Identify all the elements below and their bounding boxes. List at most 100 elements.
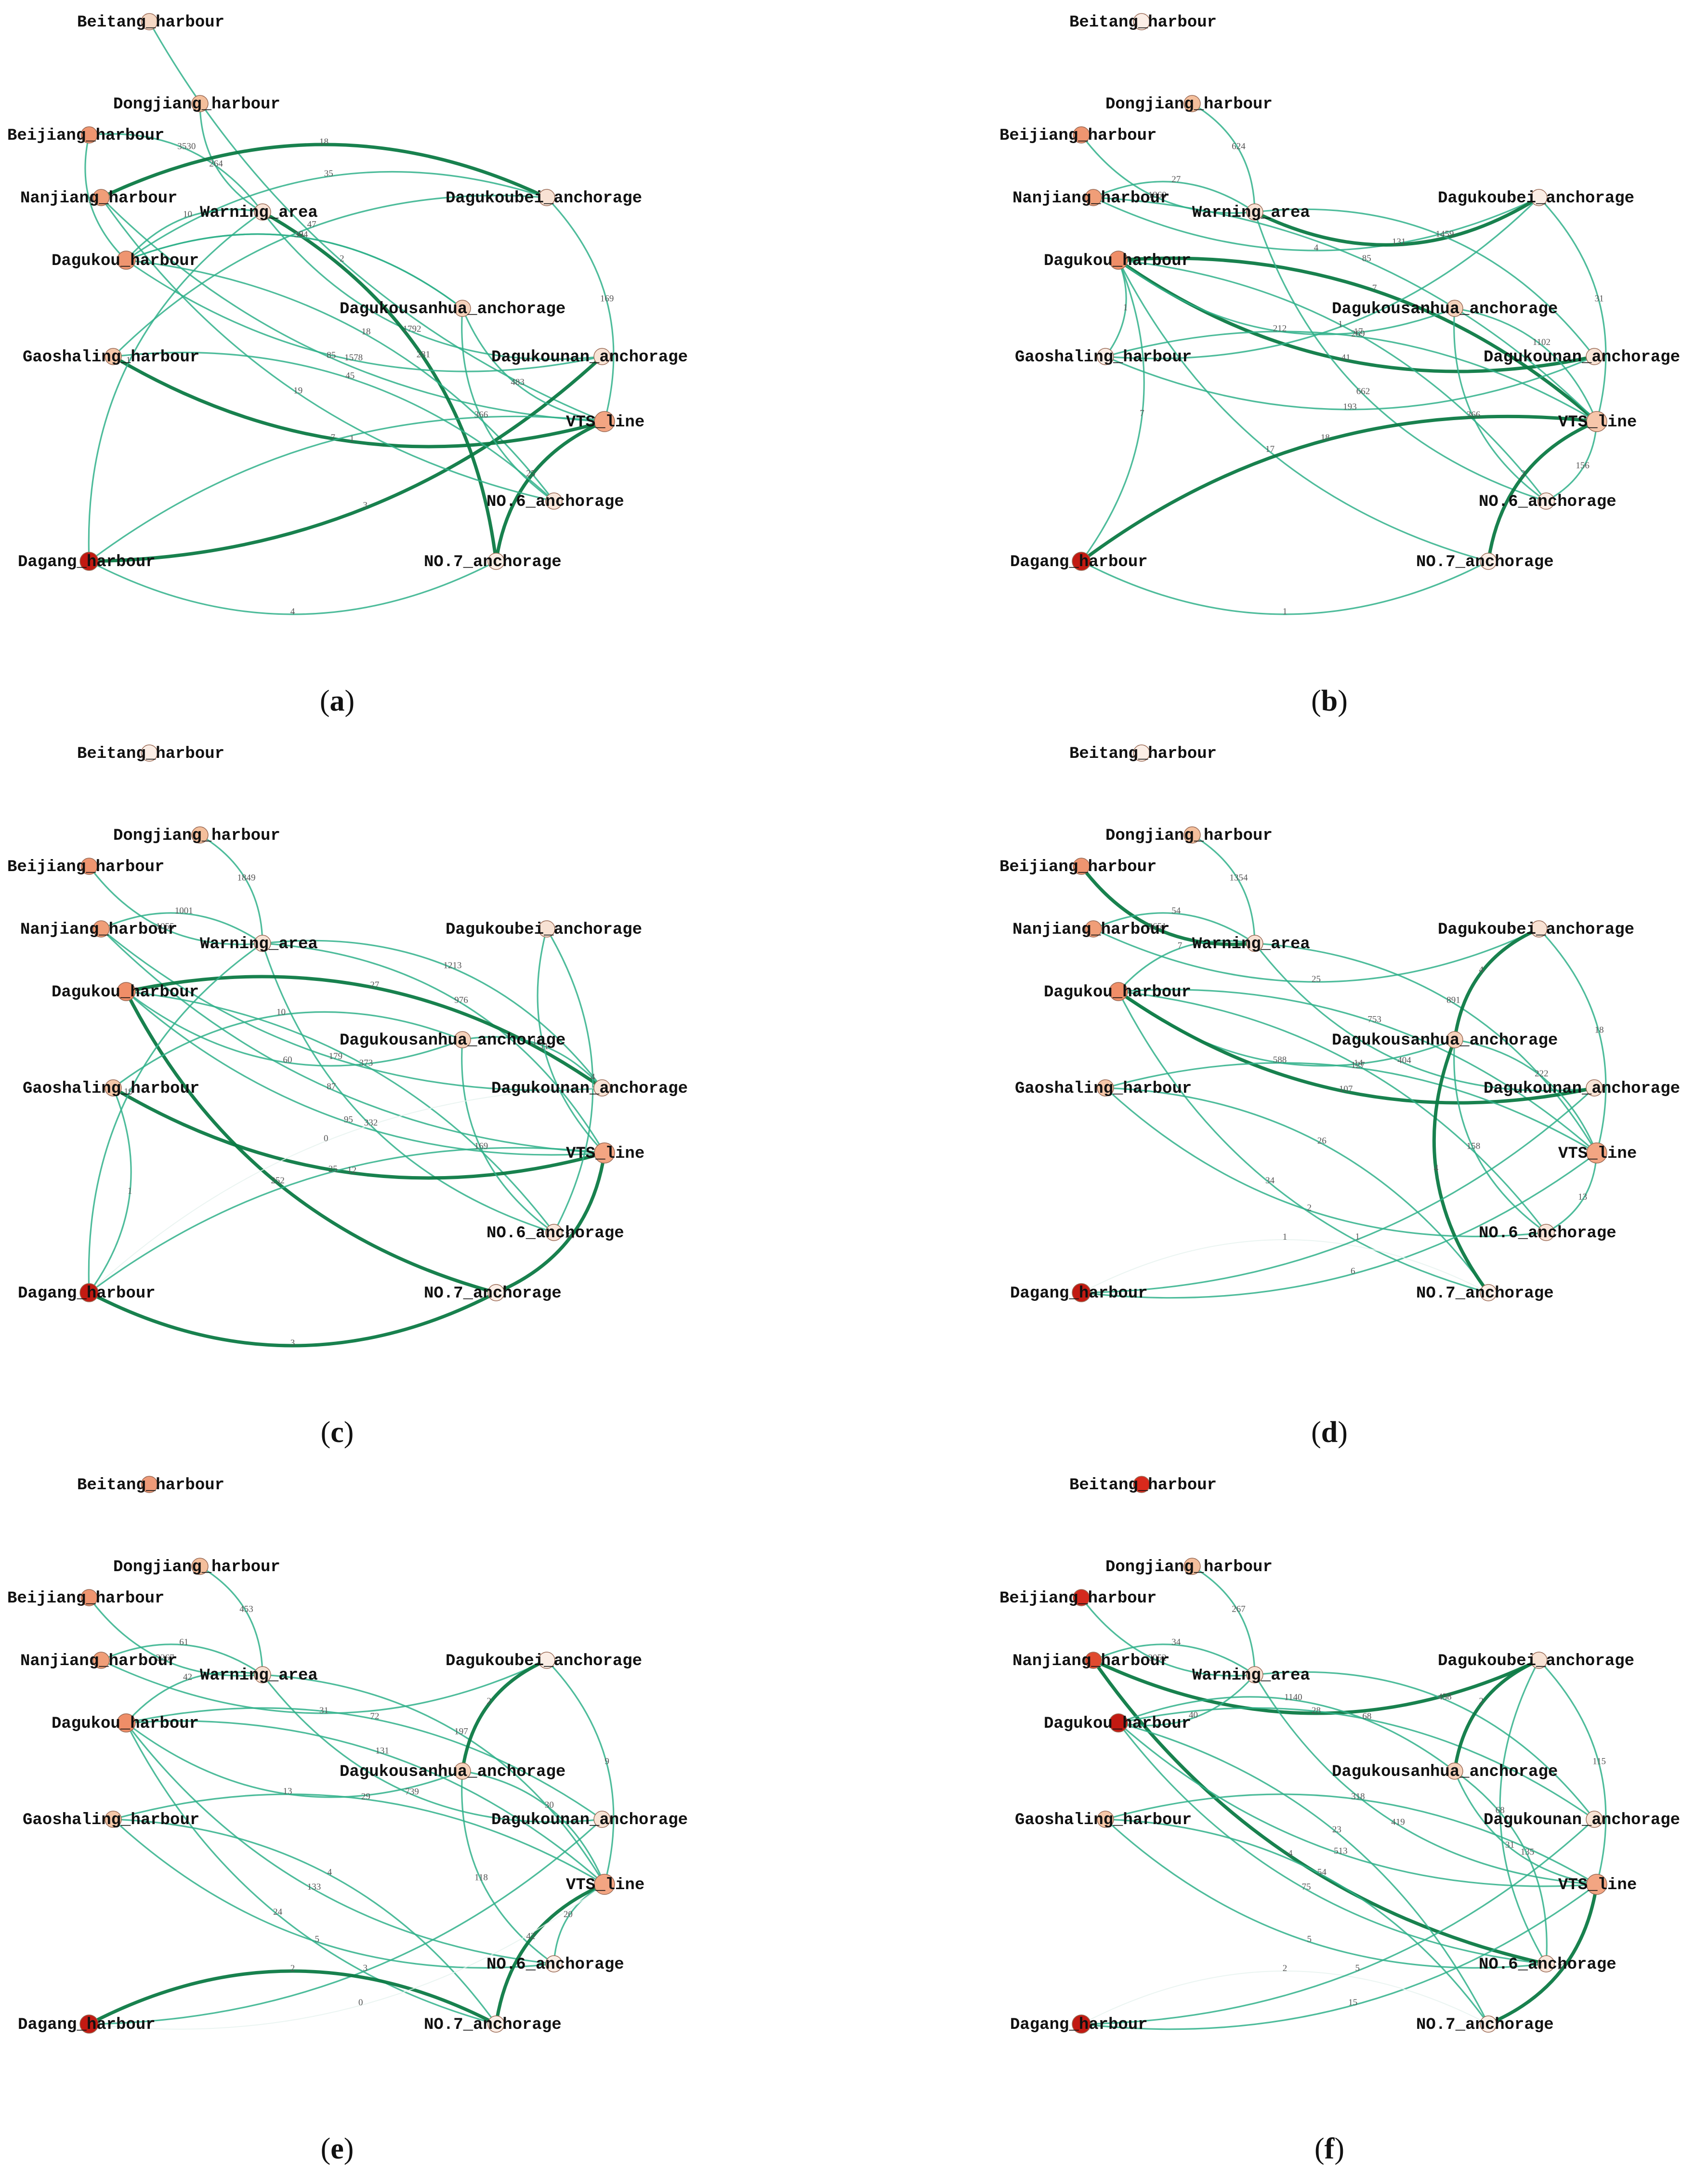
node-label-dongjiang: Dongjiang_harbour [1105, 1558, 1273, 1576]
edge-weight-label: 25 [1312, 974, 1321, 984]
edge-no6-vts [553, 1883, 605, 1964]
edge-weight-label: 42 [183, 1672, 192, 1682]
edge-warning-no6 [1254, 212, 1547, 502]
node-warning [1246, 203, 1263, 221]
edge-nanjiang-dagukoubei [100, 143, 548, 199]
edge-dagukoubei-vts [1538, 928, 1607, 1153]
edge-weight-label: 212 [1273, 324, 1287, 334]
node-label-beitang: Beitang_harbour [1069, 13, 1217, 32]
node-sanhua [454, 1031, 471, 1048]
node-label-gaoshaling: Gaoshaling_harbour [1015, 1811, 1192, 1829]
node-beitang [1133, 1476, 1150, 1493]
edge-weight-label: 1354 [1230, 873, 1248, 883]
node-vts [1586, 1874, 1607, 1895]
edge-dagukou-warning [1117, 940, 1255, 993]
edge-weight-label: 304 [294, 229, 308, 239]
edge-sanhua-no7 [1432, 1039, 1490, 1294]
node-label-dagang: Dagang_harbour [1010, 2016, 1148, 2034]
edge-weight-label: 4 [1314, 243, 1319, 253]
edge-vts-no7 [494, 1882, 605, 2025]
node-label-dagukounan: Dagukounan_anchorage [491, 1080, 688, 1098]
edge-beijiang-warning [88, 1597, 263, 1677]
edge-gaoshaling-vts [112, 1086, 605, 1180]
node-dongjiang [1183, 95, 1201, 112]
edge-dagang-vts [89, 415, 605, 562]
edge-layer [1080, 834, 1607, 1299]
node-label-beitang: Beitang_harbour [1069, 745, 1217, 763]
node-label-vts: VTS_line [1558, 1145, 1637, 1163]
edge-weight-label: 2651 [1148, 921, 1167, 931]
edge-weight-label: 6 [299, 229, 303, 239]
edge-weight-label: 1 [1338, 319, 1343, 329]
edge-weight-label: 197 [454, 1727, 468, 1737]
node-dagukou [1109, 251, 1128, 270]
node-label-nanjiang: Nanjiang_harbour [20, 1652, 177, 1670]
node-label-warning: Warning_area [200, 1667, 318, 1685]
node-label-warning: Warning_area [1192, 1667, 1310, 1685]
edge-nanjiang-warning [1093, 912, 1255, 944]
node-label-dagukou: Dagukou_harbour [52, 1715, 199, 1733]
edge-weight-label: 1 [88, 195, 92, 205]
node-label-gaoshaling: Gaoshaling_harbour [23, 1080, 199, 1098]
edge-warning-dagang [88, 211, 263, 562]
node-dagang [1072, 2014, 1091, 2034]
edge-nanjiang-no6 [100, 197, 554, 502]
edge-dagukou-sanhua [126, 991, 463, 1067]
edge-weight-label: 1001 [175, 906, 193, 916]
edge-weight-label: 269 [1351, 329, 1365, 339]
edge-warning-no6 [262, 943, 554, 1233]
edge-weight-label: 115 [1592, 1757, 1606, 1767]
edge-dagang-no7 [89, 560, 497, 615]
node-label-dongjiang: Dongjiang_harbour [1105, 827, 1273, 845]
edge-dagukou-warning [1118, 1674, 1256, 1726]
edge-beijiang-warning [89, 133, 263, 212]
node-label-dagukou: Dagukou_harbour [1044, 252, 1191, 270]
edge-dagukou-no7 [125, 1722, 497, 2025]
node-no7 [487, 2015, 505, 2033]
node-label-vts: VTS_line [1558, 413, 1637, 432]
node-label-dagukounan: Dagukounan_anchorage [1484, 1811, 1680, 1829]
node-label-dagukoubei: Dagukoubei_anchorage [1438, 189, 1634, 208]
node-nanjiang [1085, 189, 1102, 206]
edge-dagukoubei-sanhua [1453, 1658, 1540, 1772]
edge-layer [88, 834, 606, 1348]
node-dagukounan [593, 1811, 611, 1828]
node-label-dongjiang: Dongjiang_harbour [113, 1558, 280, 1576]
edge-weight-label: 753 [1367, 1014, 1381, 1024]
node-label-warning: Warning_area [200, 935, 318, 953]
edge-weight-label: 458 [1438, 1692, 1452, 1702]
edge-dagukou-no6 [126, 259, 555, 502]
edge-dagukou-no7 [1117, 991, 1489, 1294]
node-label-dagukou: Dagukou_harbour [52, 983, 199, 1002]
edge-weight-label: 318 [1351, 1791, 1365, 1801]
edge-gaoshaling-vts [1105, 1062, 1597, 1154]
node-label-no7: NO.7_anchorage [424, 1284, 562, 1303]
node-vts [594, 1142, 615, 1164]
edge-weight-label: 45 [345, 371, 355, 381]
edge-weight-label: 41 [1341, 353, 1351, 363]
edge-dagang-no7 [88, 1969, 497, 2026]
node-warning [254, 203, 271, 221]
node-nanjiang [1085, 920, 1102, 938]
edge-weight-label: 976 [454, 995, 468, 1006]
node-label-beitang: Beitang_harbour [1069, 1476, 1217, 1495]
node-label-beitang: Beitang_harbour [77, 745, 224, 763]
edge-weight-label: 1 [126, 356, 131, 366]
node-sanhua [454, 300, 471, 317]
edge-dagukoubei-no6 [546, 928, 594, 1233]
edge-dongjiang-warning [1192, 834, 1256, 944]
node-no7 [1480, 2015, 1497, 2033]
edge-weight-label: 6 [1351, 1266, 1355, 1276]
node-sanhua [1446, 1762, 1463, 1780]
node-sanhua [1446, 1031, 1463, 1048]
edge-dagukou-sanhua [1118, 1696, 1455, 1772]
edge-weight-label: 1213 [444, 960, 462, 970]
edge-dagang-dagukounan [89, 1818, 603, 2025]
edge-nanjiang-dagukounan [100, 928, 603, 1091]
edge-dagukou-dagukounan [126, 259, 603, 372]
edge-weight-label: 10 [276, 1007, 286, 1018]
node-layer: Beitang_harbour Dongjiang_harbour Beijiang… [999, 744, 1680, 1303]
node-label-gaoshaling: Gaoshaling_harbour [1015, 1080, 1192, 1098]
edge-sanhua-no6 [1453, 1039, 1547, 1233]
edge-nanjiang-dagukoubei [1093, 197, 1539, 252]
